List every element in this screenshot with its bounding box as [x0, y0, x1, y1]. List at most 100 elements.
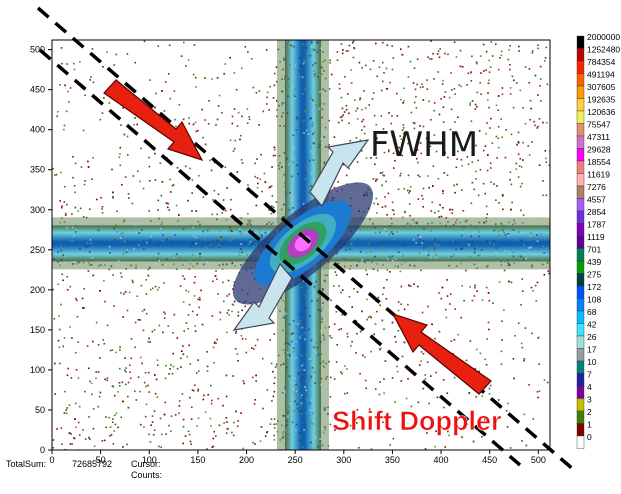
plot-frame	[51, 39, 551, 451]
red-arrow-upper	[103, 79, 204, 162]
colorbar-label: 120636	[587, 107, 616, 117]
totalsum-label: TotalSum:	[6, 459, 47, 469]
y-tick-label: 250	[30, 245, 45, 255]
colorbar-swatch	[576, 410, 585, 424]
colorbar-label: 75547	[587, 120, 611, 130]
colorbar-swatch	[576, 248, 585, 262]
x-tick-label: 300	[336, 455, 351, 465]
colorbar-swatch	[576, 298, 585, 312]
colorbar-label: 42	[587, 320, 597, 330]
colorbar-swatch	[576, 260, 585, 274]
colorbar-label: 1119	[587, 232, 605, 242]
colorbar-label: 29628	[587, 145, 611, 155]
colorbar-label: 4	[587, 382, 592, 392]
colorbar-label: 3	[587, 395, 592, 405]
colorbar-swatch	[576, 335, 585, 349]
x-tick-label: 450	[482, 455, 497, 465]
shift-doppler-label: Shift Doppler	[332, 406, 502, 436]
colorbar-swatch	[576, 285, 585, 299]
colorbar-swatch	[576, 323, 585, 337]
colorbar-swatch	[576, 210, 585, 224]
x-axis-ticks: 0 50 100 150 200 250 300 350 400 450 500	[49, 450, 546, 465]
y-tick-label: 400	[30, 125, 45, 135]
x-tick-label: 150	[190, 455, 205, 465]
x-tick-label: 100	[142, 455, 157, 465]
colorbar-label: 10	[587, 357, 597, 367]
colorbar-swatch	[576, 235, 585, 249]
dashed-line-upper	[36, 6, 576, 472]
colorbar-label: 439	[587, 257, 601, 267]
colorbar-swatch	[576, 98, 585, 112]
colorbar-swatch	[576, 310, 585, 324]
y-axis-ticks: 0 50 100 150 200 250 300 350 400 450 500	[30, 45, 52, 455]
colorbar-label: 7276	[587, 182, 606, 192]
y-tick-label: 0	[40, 445, 45, 455]
red-arrow-lower	[391, 312, 492, 395]
colorbar: 2000000125248078435449119430760519263512…	[576, 32, 620, 449]
x-tick-label: 50	[96, 455, 106, 465]
colorbar-swatch	[576, 148, 585, 162]
fwhm-label: FWHM	[370, 125, 478, 165]
x-tick-label: 400	[434, 455, 449, 465]
peak-region	[232, 182, 374, 305]
colorbar-swatch	[576, 360, 585, 374]
colorbar-label: 784354	[587, 57, 616, 67]
colorbar-label: 2	[587, 407, 592, 417]
colorbar-swatch	[576, 373, 585, 387]
colorbar-label: 307605	[587, 82, 616, 92]
colorbar-swatch	[576, 35, 585, 49]
colorbar-label: 1252480	[587, 45, 620, 55]
colorbar-swatch	[576, 85, 585, 99]
x-tick-label: 0	[49, 455, 54, 465]
fwhm-arrow-lower	[232, 262, 293, 331]
colorbar-label: 0	[587, 432, 592, 442]
colorbar-label: 275	[587, 270, 601, 280]
colorbar-label: 7	[587, 370, 592, 380]
colorbar-label: 108	[587, 295, 601, 305]
x-tick-label: 250	[288, 455, 303, 465]
colorbar-swatch	[576, 273, 585, 287]
colorbar-swatch	[576, 135, 585, 149]
y-tick-label: 350	[30, 165, 45, 175]
colorbar-label: 17	[587, 345, 597, 355]
colorbar-swatch	[576, 173, 585, 187]
colorbar-label: 4557	[587, 195, 606, 205]
y-tick-label: 450	[30, 85, 45, 95]
colorbar-label: 2000000	[587, 32, 620, 42]
colorbar-swatch	[576, 110, 585, 124]
colorbar-swatch	[576, 48, 585, 62]
colorbar-swatch	[576, 398, 585, 412]
colorbar-swatch	[576, 385, 585, 399]
colorbar-swatch	[576, 198, 585, 212]
y-tick-label: 300	[30, 205, 45, 215]
colorbar-label: 11619	[587, 170, 610, 180]
colorbar-label: 172	[587, 282, 601, 292]
totalsum-value: 72685792	[72, 459, 113, 469]
colorbar-swatch	[576, 160, 585, 174]
y-tick-label: 500	[30, 45, 45, 55]
colorbar-swatch	[576, 73, 585, 87]
shift-arrows	[103, 79, 492, 395]
counts-label: Counts:	[131, 470, 163, 480]
colorbar-label: 1787	[587, 220, 606, 230]
colorbar-swatch	[576, 435, 585, 449]
dashed-line-lower	[38, 48, 522, 467]
colorbar-swatch	[576, 423, 585, 437]
colorbar-label: 1	[587, 420, 592, 430]
colorbar-label: 26	[587, 332, 597, 342]
cursor-label: Cursor:	[131, 459, 161, 469]
x-tick-label: 200	[239, 455, 254, 465]
colorbar-label: 68	[587, 307, 597, 317]
colorbar-swatch	[576, 60, 585, 74]
colorbar-swatch	[576, 223, 585, 237]
fwhm-arrows	[232, 139, 370, 331]
x-tick-label: 350	[385, 455, 400, 465]
colorbar-label: 192635	[587, 95, 616, 105]
fwhm-arrow-upper	[309, 139, 370, 208]
y-tick-label: 200	[30, 285, 45, 295]
colorbar-label: 701	[587, 245, 601, 255]
plot-area	[52, 40, 550, 450]
colorbar-label: 491194	[587, 70, 615, 80]
colorbar-swatch	[576, 185, 585, 199]
